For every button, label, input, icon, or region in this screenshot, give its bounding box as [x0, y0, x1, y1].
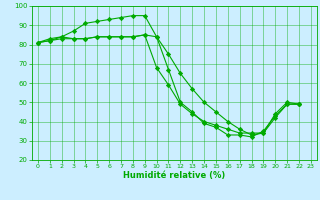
X-axis label: Humidité relative (%): Humidité relative (%) [123, 171, 226, 180]
